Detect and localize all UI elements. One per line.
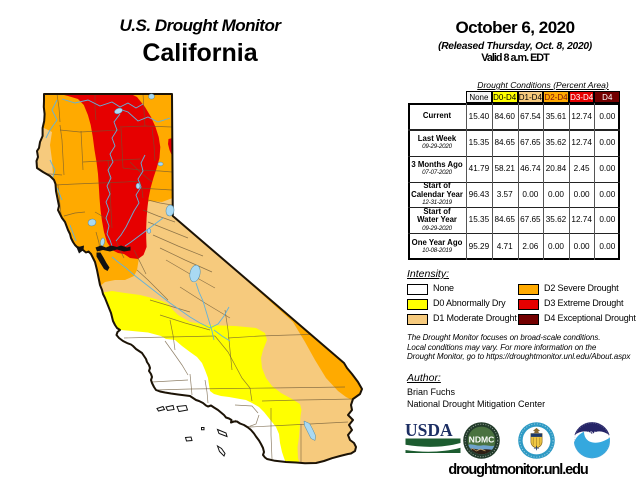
svg-text:NOAA: NOAA <box>586 432 601 438</box>
svg-text:NDMC: NDMC <box>469 434 495 444</box>
svg-text:USDA: USDA <box>405 420 453 440</box>
